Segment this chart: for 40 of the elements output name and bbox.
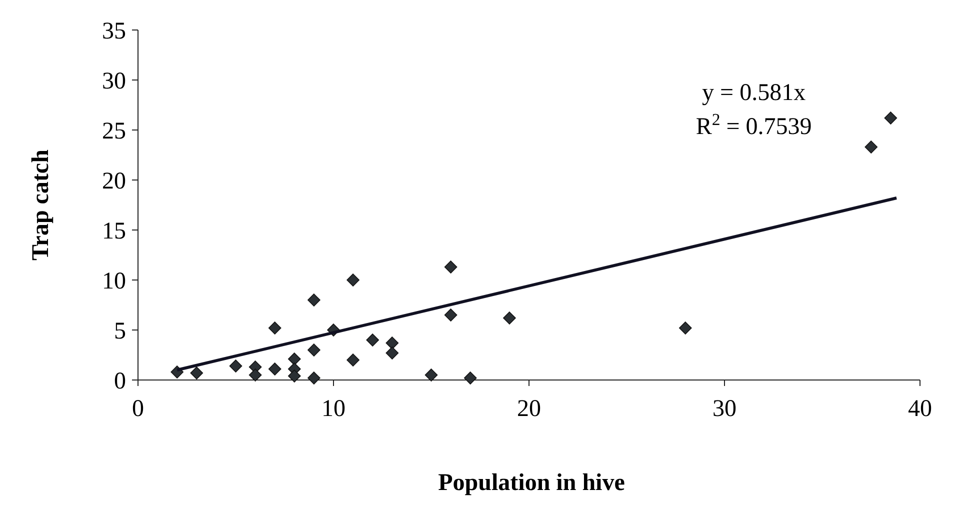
point xyxy=(346,274,360,286)
y-tick-label: 5 xyxy=(114,318,126,344)
point xyxy=(308,294,320,306)
point xyxy=(503,312,516,324)
point xyxy=(346,354,360,366)
point xyxy=(386,346,399,360)
x-tick-label: 10 xyxy=(322,396,346,422)
point xyxy=(884,112,898,124)
y-tick-label: 15 xyxy=(102,218,126,244)
point xyxy=(679,322,692,334)
point xyxy=(268,322,282,334)
point xyxy=(424,368,438,382)
annotation: R$^{2}$ = 0.7539 xyxy=(696,110,812,140)
point xyxy=(308,372,320,384)
x-axis-title: Population in hive xyxy=(438,470,626,496)
point xyxy=(444,308,458,322)
x-tick-label: 40 xyxy=(908,396,932,422)
annotation: y = 0.581x xyxy=(702,80,806,106)
y-tick-label: 35 xyxy=(102,18,126,44)
y-tick-label: 25 xyxy=(102,118,126,144)
x-tick-label: 20 xyxy=(517,396,541,422)
point xyxy=(190,366,204,380)
point xyxy=(864,140,878,154)
y-tick-label: 0 xyxy=(114,368,126,394)
point xyxy=(366,334,379,346)
point xyxy=(248,368,262,382)
y-axis-title: Trap catch xyxy=(28,150,54,260)
point xyxy=(288,352,301,366)
y-tick-label: 10 xyxy=(102,268,126,294)
y-tick-label: 30 xyxy=(102,68,126,94)
y-tick-label: 20 xyxy=(102,168,126,194)
point xyxy=(444,260,458,274)
point xyxy=(464,372,477,384)
point xyxy=(386,336,399,350)
x-tick-label: 0 xyxy=(132,396,144,422)
point xyxy=(229,360,242,372)
point xyxy=(308,344,320,356)
point xyxy=(268,362,282,376)
point xyxy=(288,370,301,382)
x-tick-label: 30 xyxy=(712,396,736,422)
